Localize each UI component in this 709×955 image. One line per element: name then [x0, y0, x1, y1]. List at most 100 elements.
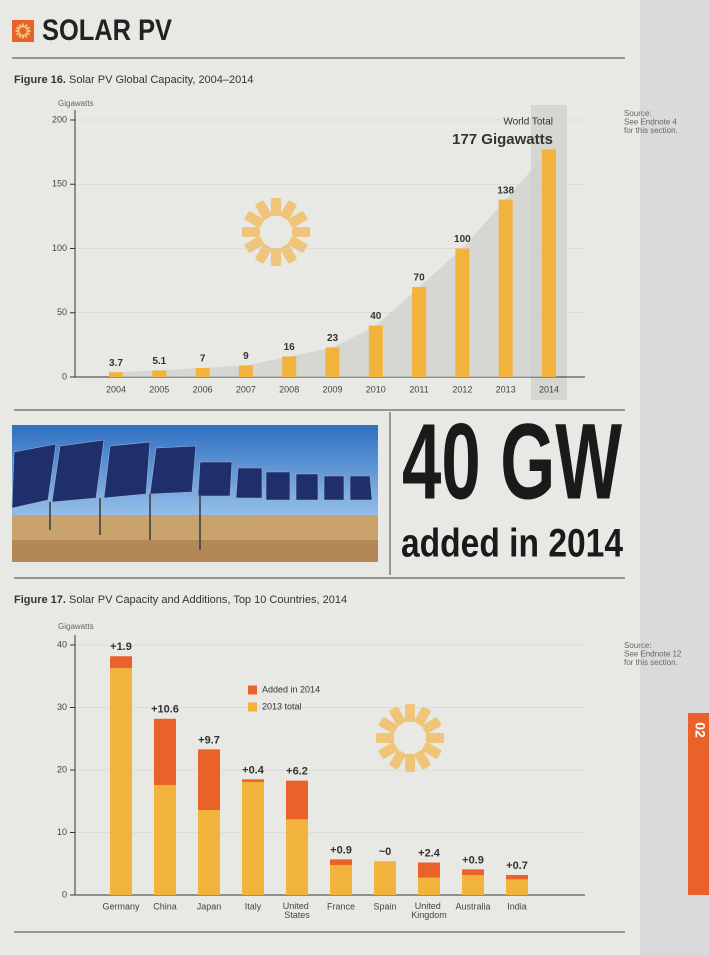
- legend-swatch: [248, 702, 257, 712]
- y-tick-label: 20: [57, 764, 67, 774]
- x-tick-label: 2004: [106, 384, 126, 394]
- bar-segment: [110, 656, 132, 669]
- callout-text: added in 2014: [401, 522, 624, 566]
- data-label: 16: [284, 342, 296, 353]
- data-label: 5.1: [152, 356, 166, 367]
- x-tick-label: 2010: [366, 384, 386, 394]
- data-label: +9.7: [198, 734, 220, 746]
- bar: [109, 372, 123, 377]
- x-tick-label: 2014: [539, 384, 559, 394]
- bar-segment: [506, 879, 528, 895]
- y-tick-label: 0: [62, 889, 67, 899]
- legend-swatch: [248, 685, 257, 695]
- source-note: See Endnote 4: [624, 118, 677, 127]
- x-tick-label: 2007: [236, 384, 256, 394]
- bar: [152, 370, 167, 377]
- y-tick-label: 40: [57, 639, 67, 649]
- x-tick-label: 2013: [496, 384, 516, 394]
- y-axis-label: Gigawatts: [58, 99, 94, 108]
- source-note: See Endnote 12: [624, 650, 682, 659]
- figure-title: Figure 16. Solar PV Global Capacity, 200…: [14, 74, 254, 86]
- bar: [542, 149, 556, 377]
- x-tick-label: Japan: [197, 901, 222, 911]
- legend-label: Added in 2014: [262, 684, 320, 694]
- data-label: 70: [414, 273, 426, 284]
- source-note: for this section.: [624, 126, 678, 135]
- x-tick-label: United States: [283, 901, 312, 920]
- y-tick-label: 0: [62, 371, 67, 381]
- bar-segment: [286, 780, 308, 820]
- bar-segment: [242, 779, 264, 782]
- header-icon: [12, 20, 34, 42]
- x-tick-label: Spain: [373, 901, 396, 911]
- bar: [412, 287, 427, 377]
- legend-label: 2013 total: [262, 701, 302, 711]
- bar-segment: [462, 875, 484, 895]
- bar-segment: [462, 869, 484, 875]
- figure-label: Figure 16.: [14, 74, 66, 86]
- bar-segment: [198, 749, 220, 810]
- x-tick-label: China: [153, 901, 177, 911]
- bar: [238, 365, 253, 377]
- data-label: +0.9: [462, 854, 484, 866]
- bar-segment: [110, 668, 132, 895]
- photo: [11, 425, 378, 562]
- side-tab-label: 02: [692, 722, 708, 738]
- bar: [195, 368, 210, 377]
- side-tab: [688, 713, 709, 895]
- data-label: +0.7: [506, 860, 528, 872]
- figure-label: Figure 17.: [14, 594, 66, 606]
- x-tick-label-line: United: [283, 901, 312, 911]
- bar-segment: [286, 819, 308, 895]
- source-note: Source:: [624, 109, 652, 118]
- bar-segment: [330, 865, 352, 895]
- figure-caption: Solar PV Global Capacity, 2004–2014: [69, 74, 253, 86]
- data-label: 40: [370, 311, 382, 322]
- y-tick-label: 100: [52, 243, 67, 253]
- data-label: 23: [327, 333, 339, 344]
- x-tick-label: France: [327, 901, 355, 911]
- data-label: 7: [200, 354, 206, 365]
- x-tick-label: Germany: [102, 901, 140, 911]
- x-tick-label: 2005: [149, 384, 169, 394]
- bar: [325, 347, 340, 377]
- page-title: SOLAR PV: [42, 14, 172, 47]
- data-label: +0.9: [330, 844, 352, 856]
- figure-title: Figure 17. Solar PV Capacity and Additio…: [14, 594, 347, 606]
- x-tick-label: 2012: [452, 384, 472, 394]
- bar-segment: [242, 781, 264, 895]
- figure-caption: Solar PV Capacity and Additions, Top 10 …: [69, 594, 347, 606]
- data-label: 138: [497, 185, 514, 196]
- bar-segment: [154, 785, 176, 895]
- y-axis-label: Gigawatts: [58, 622, 94, 631]
- source-note: for this section.: [624, 658, 678, 667]
- y-tick-label: 30: [57, 702, 67, 712]
- x-tick-label: Italy: [245, 901, 262, 911]
- bar: [455, 248, 470, 377]
- source-note: Source:: [624, 641, 652, 650]
- x-tick-label: Australia: [455, 901, 490, 911]
- bar-segment: [154, 718, 176, 785]
- y-tick-label: 10: [57, 827, 67, 837]
- data-label: +1.9: [110, 641, 132, 653]
- x-tick-label-line: United: [415, 901, 444, 911]
- data-label: 3.7: [109, 358, 123, 369]
- y-tick-label: 50: [57, 307, 67, 317]
- y-tick-label: 150: [52, 179, 67, 189]
- x-tick-label: 2008: [279, 384, 299, 394]
- x-tick-label-line: States: [284, 910, 310, 920]
- x-tick-label: India: [507, 901, 527, 911]
- data-label: 177 Gigawatts: [452, 131, 553, 148]
- x-tick-label: United Kingdom: [411, 901, 447, 920]
- data-label: 9: [243, 351, 249, 362]
- data-label: 100: [454, 234, 471, 245]
- data-label: +10.6: [151, 704, 179, 716]
- bar: [368, 325, 383, 377]
- bar: [498, 199, 513, 377]
- bar: [282, 356, 297, 377]
- trend-area: [116, 149, 549, 377]
- bar-segment: [418, 862, 440, 878]
- bar-segment: [506, 875, 528, 880]
- data-label: ~0: [379, 846, 392, 858]
